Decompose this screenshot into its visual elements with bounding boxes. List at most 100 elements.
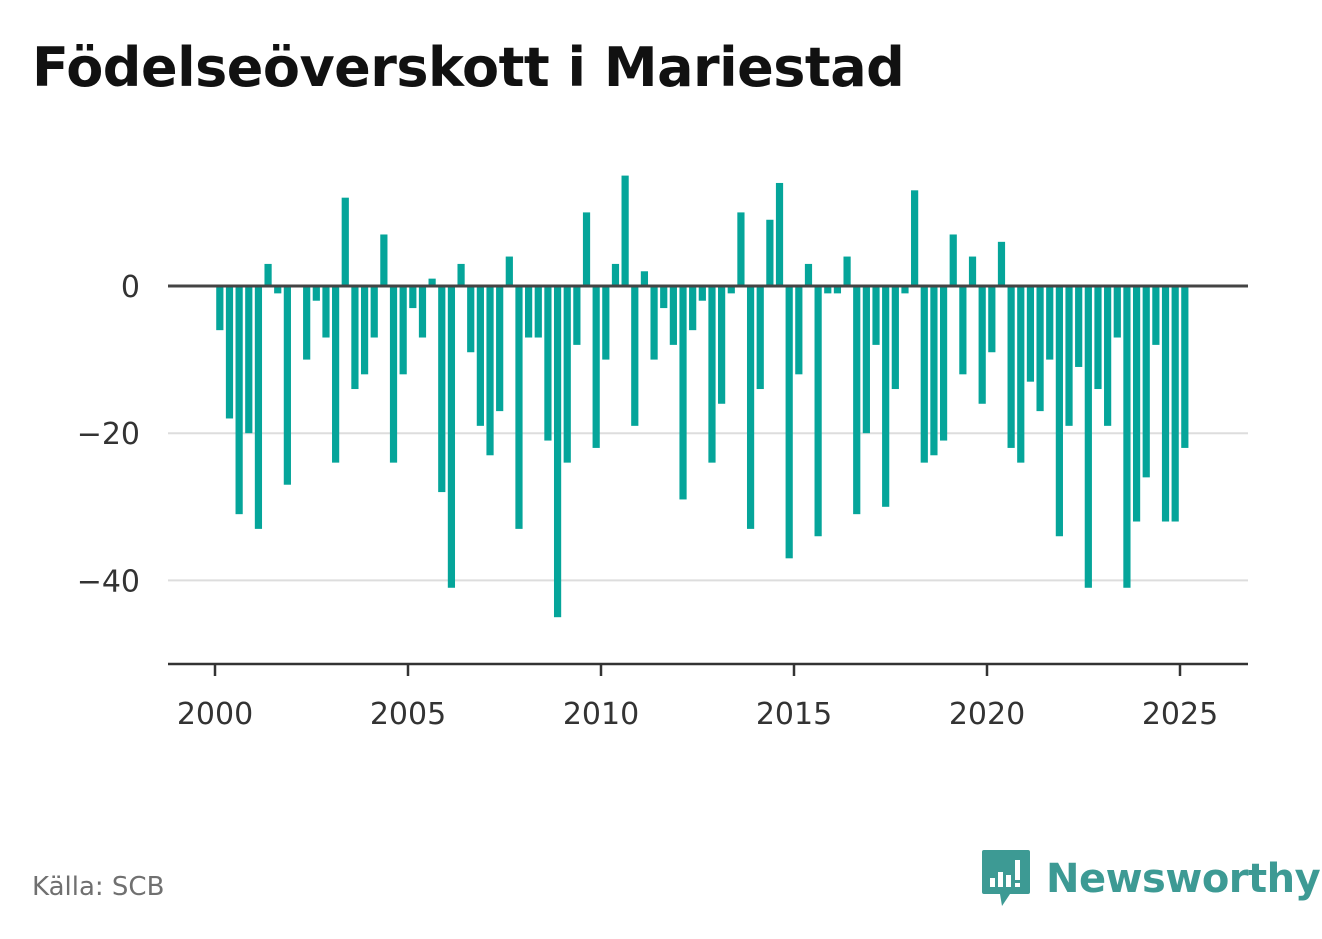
brand: Newsworthy [980,848,1321,910]
bar [862,286,870,434]
y-tick-label: −40 [77,564,140,599]
bar [235,286,243,515]
y-tick-label: 0 [121,270,140,305]
x-tick-label: 2015 [756,697,832,732]
bar [332,286,340,463]
bar [505,256,513,286]
bar [1104,286,1112,426]
bar [351,286,359,390]
x-tick-label: 2020 [949,697,1025,732]
bar [727,286,735,294]
bar [824,286,832,294]
bar [708,286,716,463]
bar [631,286,639,426]
bar [795,286,803,375]
bar [1171,286,1179,522]
bar [312,286,320,301]
bar [1017,286,1025,463]
bar [264,263,272,286]
bar [901,286,909,294]
bar-chart: 0 −20 −40 2000 2005 2010 2015 2020 2025 [77,175,1248,732]
bar [389,286,398,463]
bar [1026,286,1035,382]
bar [1065,286,1073,426]
bar [254,286,263,529]
tick-labels: 0 −20 −40 2000 2005 2010 2015 2020 2025 [77,270,1218,732]
bar [1132,286,1141,522]
bar [467,286,475,353]
bar [447,286,456,588]
bar [959,286,967,375]
bar [785,286,793,559]
bar [766,219,774,286]
bar [833,286,842,294]
chart-title: Födelseöverskott i Mariestad [32,36,905,99]
bars [216,175,1189,618]
bar [496,286,504,412]
bar [544,286,552,441]
bar [843,256,851,286]
bar [1181,286,1189,448]
newsworthy-logo-icon [982,850,1030,906]
bar [804,263,813,286]
bar [602,286,610,360]
bar [640,271,649,286]
bar [525,286,533,338]
bar [322,286,330,338]
bar [428,278,436,286]
bar [650,286,658,360]
bar [746,286,755,529]
bar [611,263,620,286]
bar [274,286,282,294]
bar [997,241,1006,286]
bar [718,286,726,404]
bar [882,286,890,507]
bar [689,286,697,331]
x-tick-label: 2000 [177,697,253,732]
x-tick-label: 2005 [370,697,446,732]
bar [457,263,465,286]
bar [225,286,234,419]
bar [872,286,880,345]
bar [1094,286,1102,390]
bar [737,212,745,286]
bar [968,256,977,286]
bar [1161,286,1170,522]
bar [370,286,378,338]
bar [399,286,407,375]
bar [978,286,986,404]
bar [438,286,446,493]
bar [1123,286,1131,588]
bar [341,197,349,286]
brand-name: Newsworthy [1046,856,1321,902]
bar [216,286,224,331]
bar [418,286,427,338]
bar [573,286,581,345]
bar [534,286,542,338]
bar [360,286,369,375]
bar [1152,286,1160,345]
bar [920,286,928,463]
bar [476,286,484,426]
source-note: Källa: SCB [32,872,165,902]
bar [939,286,948,441]
bar [303,286,311,360]
bar [515,286,523,529]
bar [1036,286,1044,412]
bar [669,286,677,345]
x-tick-label: 2010 [563,697,639,732]
bar [245,286,253,434]
bar [1084,286,1092,588]
x-tick-label: 2025 [1142,697,1218,732]
bar [698,286,706,301]
axes [168,284,1248,676]
bar [553,286,562,618]
gridlines [168,432,1248,582]
bar [563,286,571,463]
bar [592,286,600,448]
bar [930,286,938,456]
bar [1113,286,1121,338]
bar [911,190,919,286]
bar [891,286,899,390]
bar [621,175,629,286]
